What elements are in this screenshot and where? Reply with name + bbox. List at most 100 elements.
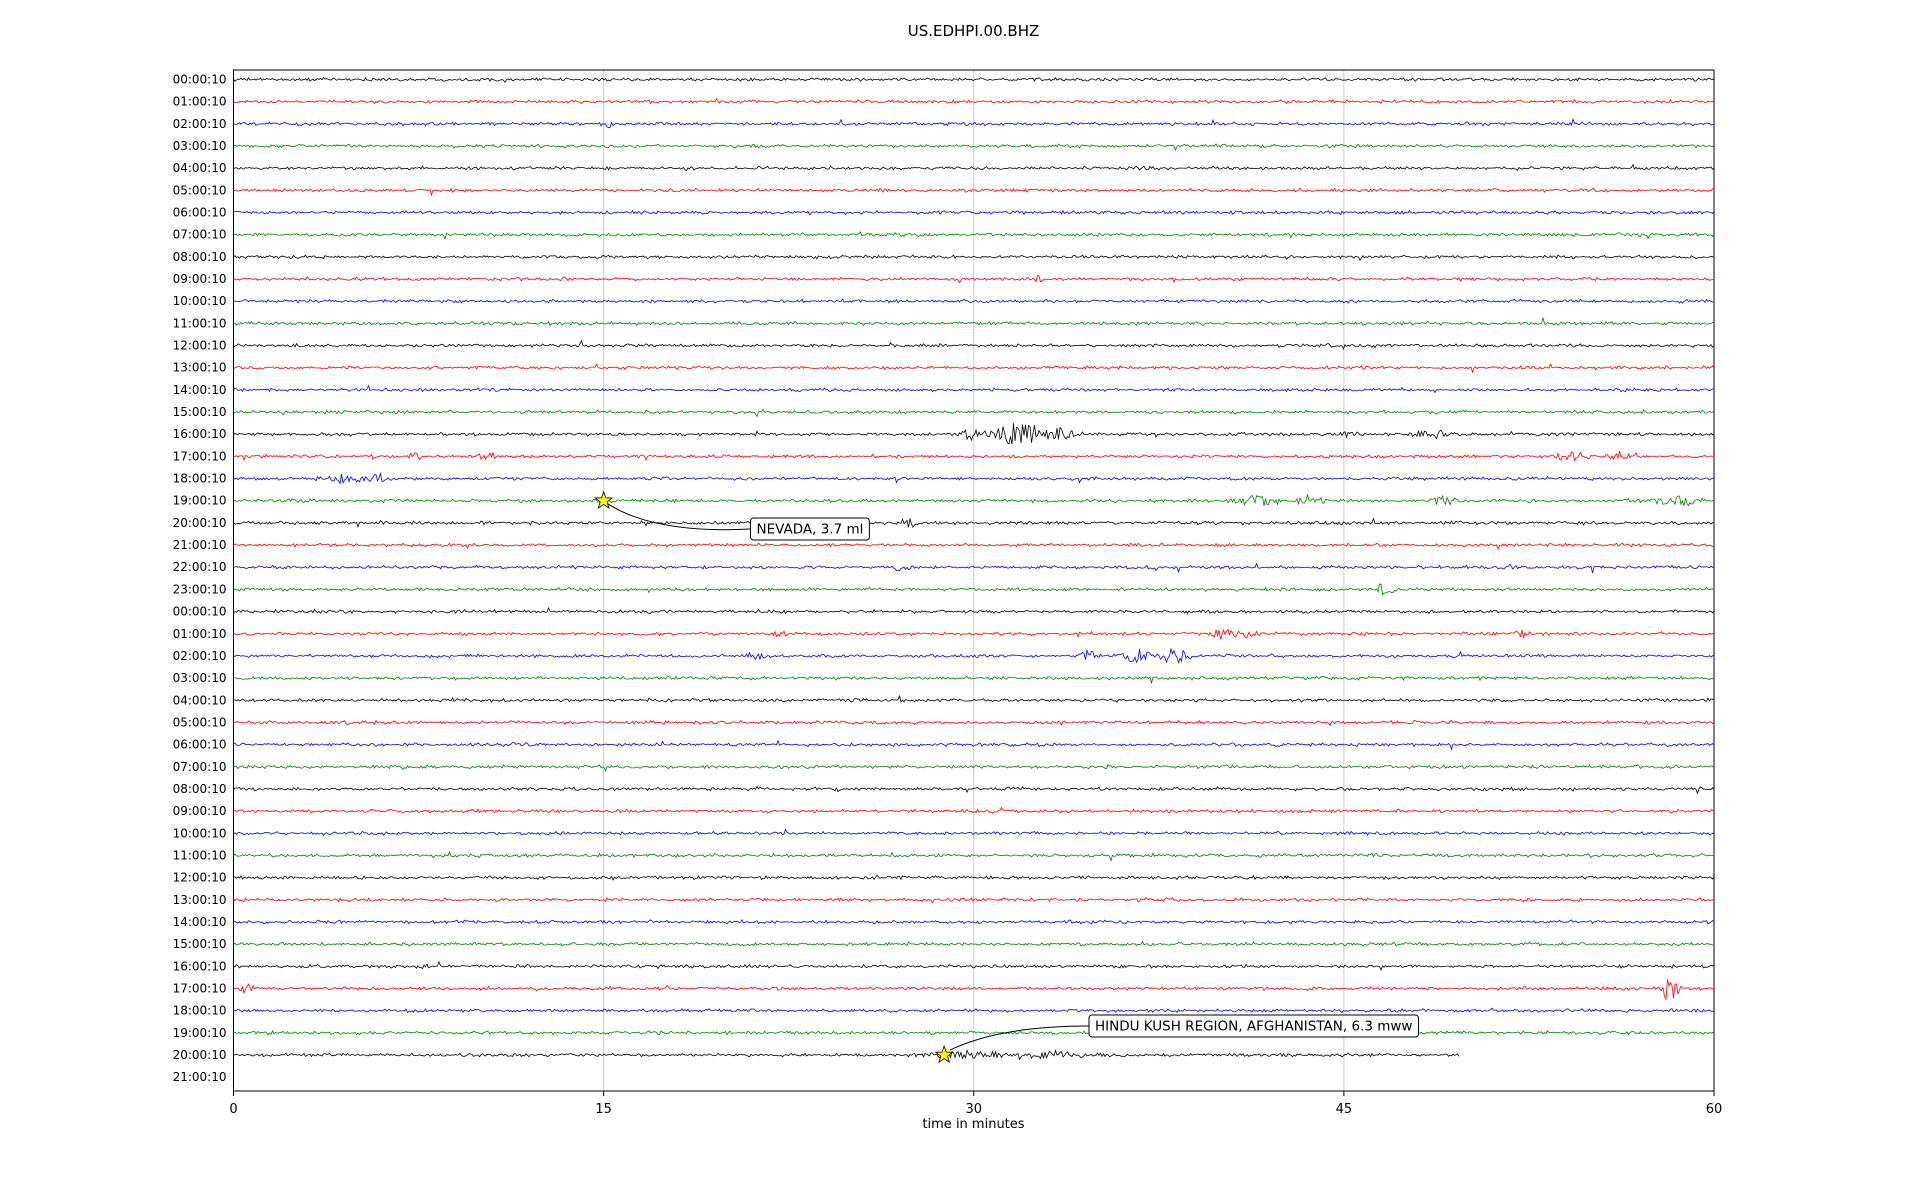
seismogram-trace — [233, 363, 1715, 374]
trace-row-label: 22:00:10 — [173, 560, 227, 574]
seismogram-trace — [233, 583, 1715, 596]
event-label: NEVADA, 3.7 ml — [757, 522, 864, 538]
x-tick-label: 0 — [229, 1102, 237, 1117]
x-tick-label: 30 — [965, 1102, 982, 1117]
trace-row-label: 10:00:10 — [173, 294, 227, 308]
seismogram-trace — [233, 494, 1715, 507]
event-star-icon — [934, 1044, 954, 1064]
seismogram-trace — [233, 806, 1715, 814]
trace-row-label: 10:00:10 — [173, 826, 227, 840]
seismogram-trace — [233, 918, 1715, 925]
seismogram-trace — [233, 850, 1715, 862]
trace-row-label: 19:00:10 — [173, 494, 227, 508]
trace-row-label: 20:00:10 — [173, 1048, 227, 1062]
trace-row-label: 21:00:10 — [173, 1070, 227, 1084]
trace-row-label: 00:00:10 — [173, 73, 227, 87]
x-tick-label: 15 — [595, 1102, 612, 1117]
seismogram-trace — [233, 828, 1715, 836]
seismogram-trace — [233, 143, 1715, 152]
trace-row-label: 07:00:10 — [173, 228, 227, 242]
trace-row-label: 04:00:10 — [173, 161, 227, 175]
trace-row-label: 14:00:10 — [173, 383, 227, 397]
trace-row-label: 18:00:10 — [173, 1004, 227, 1018]
seismogram-trace — [233, 1007, 1715, 1014]
seismogram-trace — [233, 764, 1715, 772]
seismogram-trace — [233, 76, 1715, 84]
trace-row-label: 17:00:10 — [173, 449, 227, 463]
trace-row-label: 11:00:10 — [173, 848, 227, 862]
seismogram-trace — [233, 117, 1715, 129]
event-label-box — [750, 517, 870, 541]
trace-row-label: 02:00:10 — [173, 117, 227, 131]
seismogram-trace — [233, 163, 1715, 172]
event-annotation: HINDU KUSH REGION, AFGHANISTAN, 6.3 mww — [1088, 1014, 1419, 1038]
seismogram-trace — [233, 739, 1715, 751]
event-label-box — [1088, 1014, 1419, 1038]
trace-row-label: 09:00:10 — [173, 272, 227, 286]
seismogram-trace — [233, 231, 1715, 240]
seismogram-trace — [233, 408, 1715, 418]
seismogram-trace — [233, 254, 1715, 262]
trace-row-label: 04:00:10 — [173, 693, 227, 707]
trace-row-label: 09:00:10 — [173, 804, 227, 818]
seismogram-trace — [233, 897, 1715, 904]
event-annotation-line — [949, 1025, 1090, 1051]
seismogram-trace — [233, 298, 1714, 304]
trace-row-label: 20:00:10 — [173, 516, 227, 530]
seismogram-trace — [233, 647, 1715, 664]
seismogram-trace — [233, 562, 1715, 574]
trace-row-label: 16:00:10 — [173, 427, 227, 441]
seismogram-trace — [233, 606, 1715, 615]
seismogram-trace — [233, 719, 1715, 727]
trace-row-label: 13:00:10 — [173, 893, 227, 907]
seismogram-trace — [233, 423, 1715, 445]
x-axis-label: time in minutes — [922, 1117, 1025, 1132]
seismogram-trace — [233, 694, 1715, 704]
trace-row-label: 06:00:10 — [173, 206, 227, 220]
trace-row-label: 16:00:10 — [173, 959, 227, 973]
trace-row-label: 07:00:10 — [173, 760, 227, 774]
seismogram-trace — [233, 542, 1715, 551]
seismogram-trace — [233, 339, 1715, 351]
trace-row-label: 03:00:10 — [173, 671, 227, 685]
seismogram-trace — [233, 317, 1714, 327]
seismogram-trace — [233, 97, 1715, 105]
trace-row-label: 01:00:10 — [173, 627, 227, 641]
event-label: HINDU KUSH REGION, AFGHANISTAN, 6.3 mww — [1095, 1019, 1412, 1035]
trace-row-label: 17:00:10 — [173, 981, 227, 995]
trace-row-label: 08:00:10 — [173, 250, 227, 264]
seismogram-trace — [233, 209, 1715, 216]
trace-row-label: 05:00:10 — [173, 715, 227, 729]
x-tick-label: 60 — [1706, 1102, 1723, 1117]
event-star-icon — [593, 490, 614, 509]
trace-row-label: 15:00:10 — [173, 405, 227, 419]
seismogram-trace — [233, 628, 1715, 641]
trace-row-label: 05:00:10 — [173, 183, 227, 197]
event-annotation: NEVADA, 3.7 ml — [750, 517, 870, 541]
seismogram-trace — [233, 451, 1715, 462]
event-annotation-line — [607, 503, 751, 531]
seismogram-trace — [233, 940, 1715, 947]
trace-row-label: 03:00:10 — [173, 139, 227, 153]
trace-row-label: 12:00:10 — [173, 339, 227, 353]
trace-row-label: 11:00:10 — [173, 316, 227, 330]
trace-row-label: 02:00:10 — [173, 649, 227, 663]
seismogram-trace — [233, 675, 1715, 685]
chart-title: US.EDHPI.00.BHZ — [907, 22, 1040, 40]
trace-row-label: 18:00:10 — [173, 472, 227, 486]
trace-row-label: 21:00:10 — [173, 538, 227, 552]
seismogram-trace — [233, 874, 1715, 881]
seismogram-trace — [233, 187, 1715, 197]
seismogram-trace — [233, 960, 1715, 972]
trace-row-label: 13:00:10 — [173, 361, 227, 375]
x-tick-label: 45 — [1336, 1102, 1353, 1117]
seismogram-trace — [233, 1029, 1715, 1036]
trace-row-label: 12:00:10 — [173, 871, 227, 885]
trace-row-label: 06:00:10 — [173, 738, 227, 752]
trace-row-label: 14:00:10 — [173, 915, 227, 929]
trace-row-label: 15:00:10 — [173, 937, 227, 951]
seismogram-trace — [233, 979, 1715, 1001]
seismogram-trace — [233, 785, 1715, 795]
trace-row-label: 19:00:10 — [173, 1026, 227, 1040]
trace-row-label: 01:00:10 — [173, 95, 227, 109]
